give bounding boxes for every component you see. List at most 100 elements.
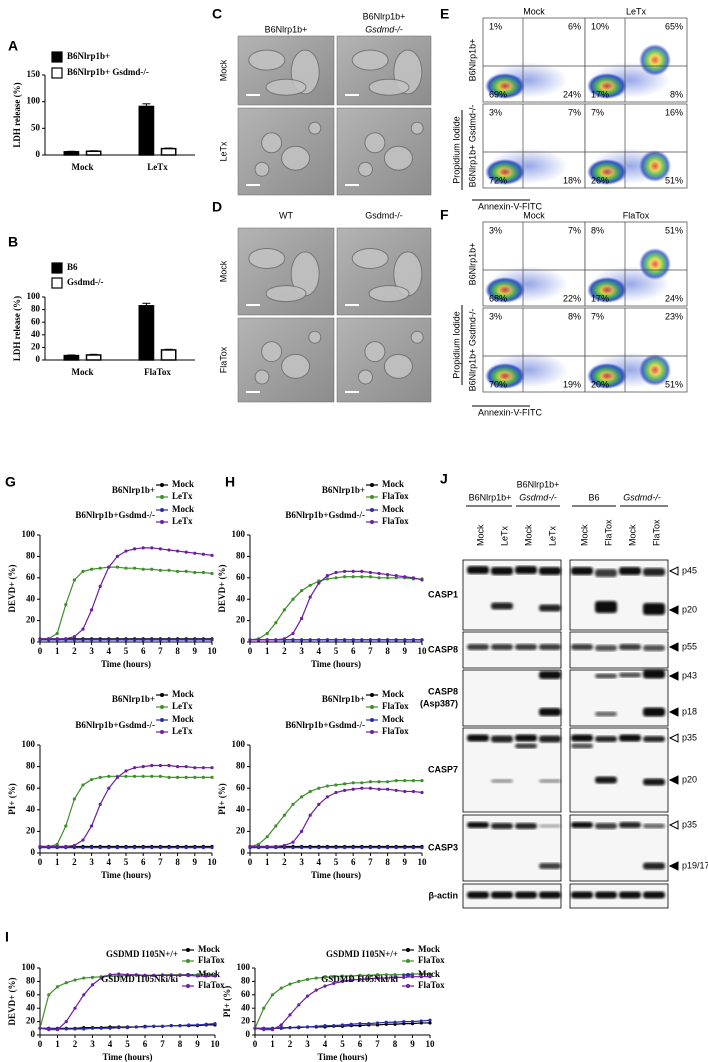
data-point [141, 765, 145, 769]
data-point [169, 973, 173, 977]
micrograph [336, 317, 432, 403]
data-point [403, 846, 407, 850]
data-point [368, 638, 372, 642]
legend-marker [370, 508, 374, 512]
y-tick-label: 40 [236, 804, 246, 814]
x-tick-label: 5 [340, 1039, 345, 1049]
legend-label: Mock [172, 504, 194, 514]
x-tick-label: 9 [193, 646, 198, 656]
x-tick-label: 2 [288, 1039, 293, 1049]
data-point [257, 844, 261, 849]
x-tick-label: 1 [265, 857, 270, 867]
data-point [167, 568, 171, 572]
legend-group: GSDMD I105N+/+ [106, 949, 178, 959]
data-point [124, 769, 128, 773]
blot-band [619, 672, 641, 678]
quadrant-percent: 7% [568, 225, 581, 235]
lane-label: FlaTox [603, 519, 613, 546]
blot-band [571, 734, 593, 742]
data-point [358, 977, 362, 981]
x-tick-label: 5 [124, 857, 129, 867]
legend-label: Mock [418, 944, 440, 954]
legend-marker [160, 508, 164, 512]
blot-band [539, 863, 561, 869]
quadrant-percent: 24% [563, 89, 581, 99]
data-point [274, 638, 278, 642]
data-point [279, 986, 283, 990]
x-tick-label: Mock [72, 162, 94, 172]
cell [281, 145, 311, 171]
x-tick-label: 9 [410, 1039, 415, 1049]
data-point [210, 766, 214, 770]
band-arrow [668, 820, 679, 830]
data-point [72, 635, 76, 639]
row-label: B6Nlrp1b+ Gsdmd-/- [467, 105, 477, 188]
group-header: B6Nlrp1b+ [517, 479, 560, 489]
data-point [115, 846, 119, 850]
data-point [360, 638, 364, 642]
data-point [184, 569, 188, 573]
data-point [386, 846, 390, 850]
data-point [158, 568, 162, 572]
x-tick-label: 4 [317, 857, 322, 867]
data-point [158, 638, 162, 642]
x-tick-label: 7 [368, 646, 373, 656]
data-point [55, 631, 59, 636]
legend-label: Mock [172, 689, 194, 699]
data-point [187, 973, 191, 977]
band-marker: p35 [682, 819, 697, 829]
legend-label: B6Nlrp1b+ [67, 51, 110, 61]
cell [368, 285, 410, 303]
data-point [360, 569, 364, 573]
data-point [55, 985, 60, 989]
data-point [325, 795, 329, 799]
legend-marker [370, 705, 374, 709]
data-point [308, 595, 312, 599]
data-point [262, 1006, 266, 1010]
x-tick-label: 10 [418, 646, 428, 656]
legend-marker [406, 948, 410, 952]
data-point [213, 1022, 217, 1026]
data-point [402, 1020, 406, 1024]
x-tick-label: 7 [158, 646, 163, 656]
data-point [305, 994, 310, 998]
data-point [420, 578, 424, 582]
data-point [90, 824, 94, 828]
y-axis-label: PI+ (%) [217, 783, 227, 814]
data-point [210, 638, 214, 642]
y-tick-label: 0 [241, 847, 246, 857]
panel-letter: B [8, 234, 18, 250]
data-point [279, 1023, 283, 1027]
data-point [394, 846, 398, 850]
data-point [340, 974, 345, 978]
data-point [150, 546, 154, 550]
bar [138, 105, 155, 156]
bar [63, 151, 80, 156]
blot-row-label: CASP3 [428, 842, 458, 852]
data-point [158, 846, 162, 850]
data-point [133, 547, 137, 551]
data-point [64, 824, 68, 828]
blot-strip [569, 669, 669, 727]
cell-scatter [488, 148, 568, 184]
data-point [377, 846, 381, 850]
data-point [282, 608, 286, 612]
data-point [368, 846, 372, 850]
y-tick-label: 40 [236, 593, 246, 603]
legend-marker [406, 959, 410, 963]
x-tick-label: 3 [89, 857, 94, 867]
data-point [64, 1027, 68, 1031]
y-tick-label: 60 [241, 989, 251, 999]
data-point [274, 824, 278, 828]
data-point [81, 638, 85, 642]
data-point [81, 838, 85, 842]
data-point [115, 775, 119, 780]
legend-swatch [51, 67, 63, 79]
panel-letter: D [212, 199, 222, 215]
blot-band [595, 736, 617, 742]
row-label: B6Nlrp1b+ [467, 243, 477, 286]
x-tick-label: 9 [195, 1039, 200, 1049]
x-tick-label: Mock [72, 367, 94, 377]
row-label: LeTx [218, 141, 228, 162]
data-point [201, 638, 205, 642]
